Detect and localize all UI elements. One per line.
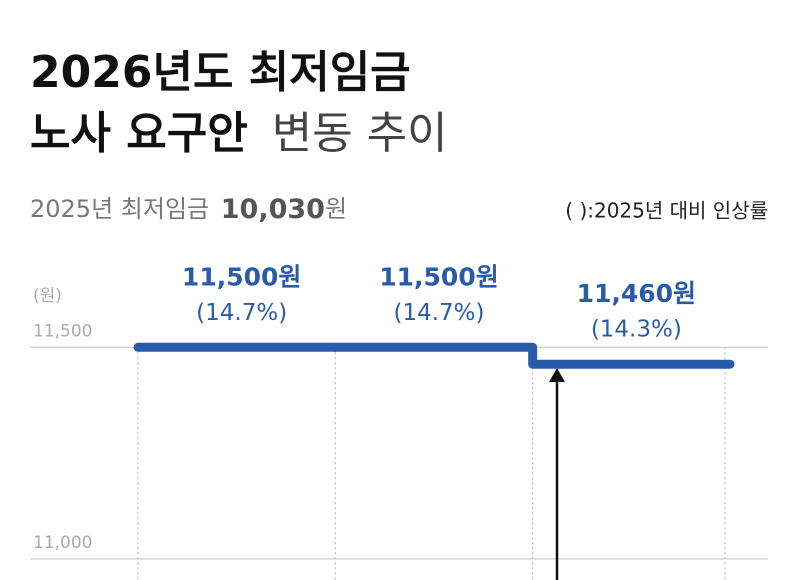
value-label: 11,460원 [577,279,696,308]
y-unit: (원) [33,286,62,306]
chart-title-line2: 노사 요구안 변동 추이 [30,108,448,159]
value-label: 11,500원 [182,262,301,291]
y-tick-label: 11,500 [33,321,92,341]
subtitle-value: 10,030 [221,194,325,225]
y-tick-label: 11,000 [33,533,92,553]
change-label: (14.3%) [591,317,682,343]
note: ( ):2025년 대비 인상률 [565,199,768,223]
chart-title: 2026년도 최저임금 [30,47,411,98]
title-bold-part: 노사 요구안 [30,108,248,159]
arrow-head [549,368,565,382]
subtitle-suffix: 원 [325,195,347,223]
value-label: 11,500원 [379,262,498,291]
subtitle-prefix: 2025년 최저임금 [30,195,209,223]
change-label: (14.7%) [196,300,287,326]
title-light-part: 변동 추이 [272,108,448,159]
subtitle: 2025년 최저임금 10,030원 [30,194,347,225]
change-label: (14.7%) [393,300,484,326]
